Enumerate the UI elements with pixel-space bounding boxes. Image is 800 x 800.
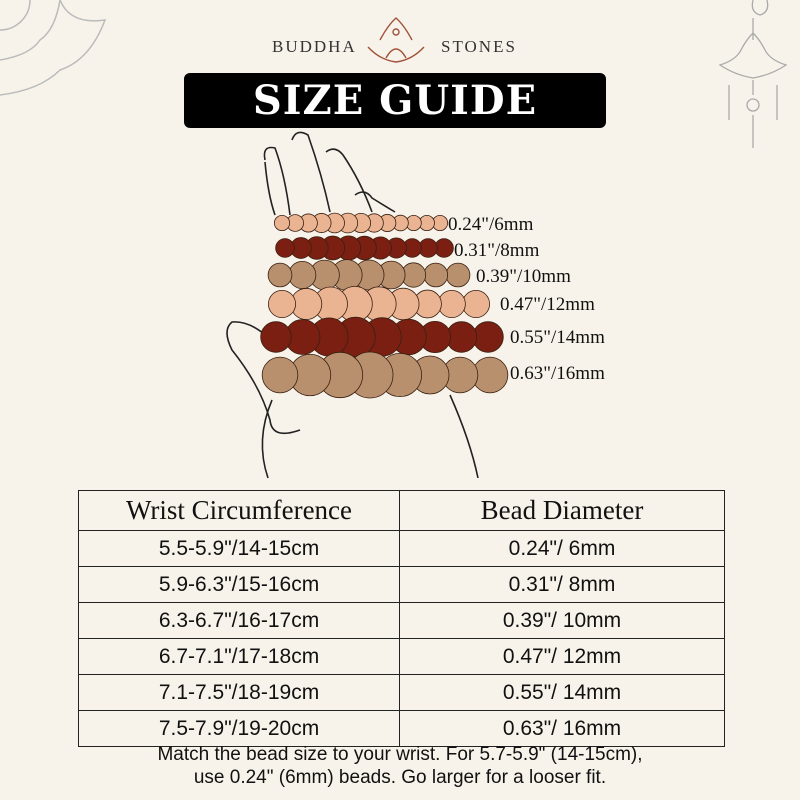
bead: [260, 321, 292, 353]
note-line-2: use 0.24" (6mm) beads. Go larger for a l…: [193, 767, 607, 788]
table-header: Wrist Circumference Bead Diameter: [78, 490, 725, 531]
table-row: 5.9-6.3"/15-16cm 0.31"/ 8mm: [78, 566, 725, 603]
wrist-cell: 5.9-6.3"/15-16cm: [78, 566, 400, 603]
bead-label-16mm: 0.63"/16mm: [510, 363, 605, 384]
bead: [437, 289, 466, 318]
bead-bracelets: [260, 212, 509, 399]
brand-name-left: BUDDHA: [272, 37, 357, 56]
bead-label-8mm: 0.31"/8mm: [454, 240, 540, 261]
bead: [267, 289, 296, 318]
bead: [275, 238, 295, 258]
fit-note: Match the bead size to your wrist. For 5…: [0, 743, 800, 789]
wrist-cell: 7.1-7.5"/18-19cm: [78, 674, 400, 711]
table-row: 7.1-7.5"/18-19cm 0.55"/ 14mm: [78, 674, 725, 711]
hand-illustration: [226, 131, 479, 479]
bead-label-10mm: 0.39"/10mm: [476, 266, 571, 287]
table-row: 7.5-7.9"/19-20cm 0.63"/ 16mm: [78, 710, 725, 747]
header-bead: Bead Diameter: [399, 490, 725, 531]
bead-label-14mm: 0.55"/14mm: [510, 327, 605, 348]
wrist-cell: 5.5-5.9"/14-15cm: [78, 530, 400, 567]
bead-cell: 0.24"/ 6mm: [399, 530, 725, 567]
bead: [461, 289, 490, 318]
bead: [472, 321, 504, 353]
table-row: 6.3-6.7"/16-17cm 0.39"/ 10mm: [78, 602, 725, 639]
bead-cell: 0.55"/ 14mm: [399, 674, 725, 711]
bead-cell: 0.39"/ 10mm: [399, 602, 725, 639]
bead: [261, 356, 299, 394]
wrist-cell: 7.5-7.9"/19-20cm: [78, 710, 400, 747]
hanging-lotus-icon: [718, 0, 788, 148]
wrist-cell: 6.3-6.7"/16-17cm: [78, 602, 400, 639]
brand-name-right: STONES: [441, 37, 517, 56]
bead: [445, 262, 471, 288]
note-line-1: Match the bead size to your wrist. For 5…: [157, 744, 643, 765]
table-row: 5.5-5.9"/14-15cm 0.24"/ 6mm: [78, 530, 725, 567]
bead-cell: 0.63"/ 16mm: [399, 710, 725, 747]
bead-cell: 0.47"/ 12mm: [399, 638, 725, 675]
bead: [288, 260, 317, 290]
page-title: SIZE GUIDE: [184, 73, 606, 128]
mandala-corner-icon: [0, 0, 107, 96]
bead-label-12mm: 0.47"/12mm: [500, 294, 595, 315]
lotus-meditation-icon: [367, 17, 425, 63]
wrist-cell: 6.7-7.1"/17-18cm: [78, 638, 400, 675]
bead-cell: 0.31"/ 8mm: [399, 566, 725, 603]
table-row: 6.7-7.1"/17-18cm 0.47"/ 12mm: [78, 638, 725, 675]
size-table: Wrist Circumference Bead Diameter 5.5-5.…: [78, 490, 725, 747]
bead: [273, 214, 291, 232]
header-wrist: Wrist Circumference: [78, 490, 400, 531]
bead: [423, 262, 449, 288]
bead-label-6mm: 0.24"/6mm: [448, 214, 534, 235]
bead: [267, 262, 293, 288]
